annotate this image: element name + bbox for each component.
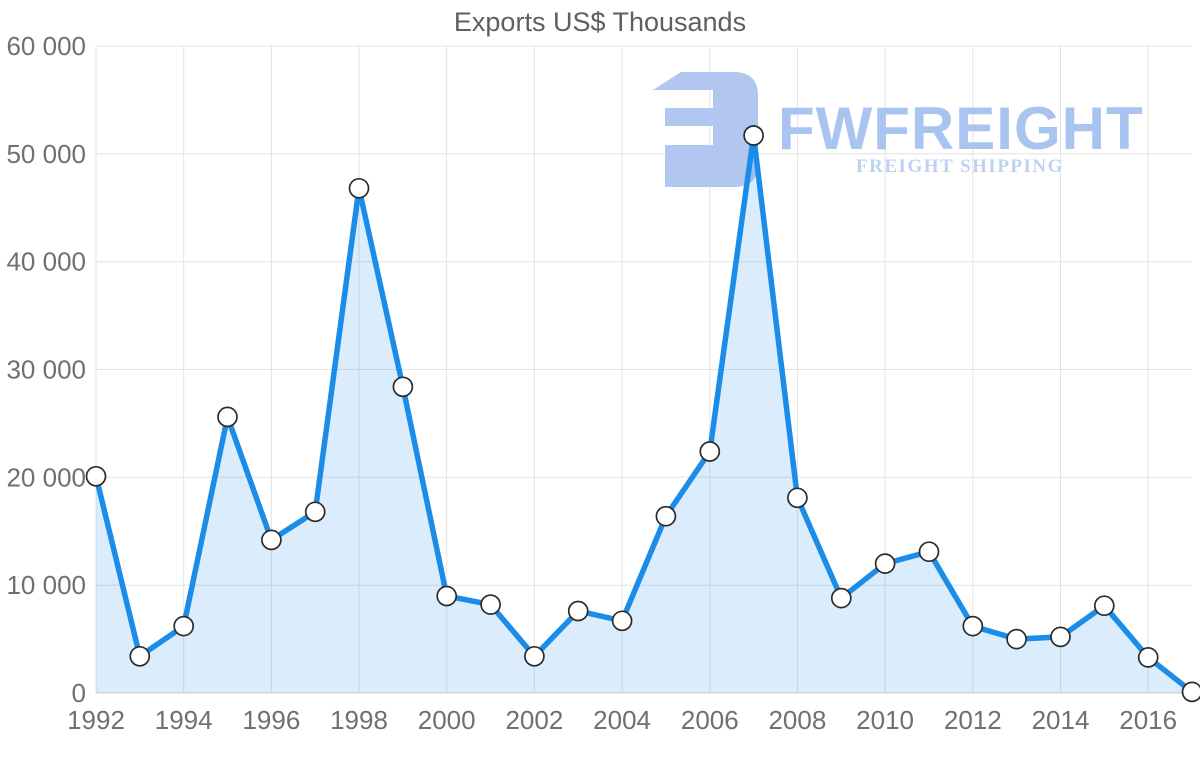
watermark-subtitle-text: FREIGHT SHIPPING	[856, 156, 1064, 177]
data-point-2000[interactable]	[436, 585, 458, 607]
fwfreight-logo-icon	[653, 72, 758, 187]
y-axis-tick-label: 10 000	[6, 570, 86, 600]
y-axis-tick-label: 30 000	[6, 355, 86, 385]
watermark-brand-text: FWFREIGHT	[778, 95, 1144, 162]
y-axis-tick-label: 50 000	[6, 139, 86, 169]
data-point-1996[interactable]	[261, 529, 282, 551]
data-point-2014[interactable]	[1050, 626, 1071, 648]
data-point-2013[interactable]	[1006, 628, 1027, 650]
axis-label-layer: 0 10 000 20 000 30 000 40 000 50 000 60 000 199…	[6, 31, 1177, 735]
data-point-2012[interactable]	[962, 615, 984, 637]
data-point-2015[interactable]	[1093, 595, 1115, 617]
data-point-2007[interactable]	[743, 125, 764, 146]
data-point-2006[interactable]	[699, 441, 721, 462]
data-point-2010[interactable]	[874, 553, 896, 574]
data-point-1995[interactable]	[217, 406, 238, 428]
x-axis-tick-label: 1996	[242, 705, 300, 735]
watermark: FWFREIGHT FREIGHT SHIPPING	[653, 72, 1144, 187]
data-point-2005[interactable]	[655, 505, 677, 527]
x-axis-tick-label: 2008	[768, 705, 826, 735]
data-point-2003[interactable]	[567, 600, 589, 622]
x-axis-tick-label: 1994	[155, 705, 213, 735]
y-axis-tick-label: 20 000	[6, 462, 86, 492]
data-point-2016[interactable]	[1137, 647, 1159, 668]
x-axis-tick-label: 2016	[1119, 705, 1177, 735]
data-point-2001[interactable]	[480, 594, 501, 615]
data-point-1993[interactable]	[129, 645, 151, 667]
x-axis-tick-label: 1992	[67, 705, 125, 735]
data-point-2008[interactable]	[787, 487, 808, 509]
data-point-2011[interactable]	[918, 541, 940, 563]
data-point-1997[interactable]	[304, 501, 326, 523]
x-axis-tick-label: 2002	[505, 705, 563, 735]
x-axis-tick-label: 1998	[330, 705, 388, 735]
data-point-2002[interactable]	[524, 645, 545, 667]
y-axis-tick-label: 0	[72, 678, 86, 708]
y-axis-tick-label: 40 000	[6, 247, 86, 277]
x-axis-tick-label: 2000	[418, 705, 476, 735]
data-point-1998[interactable]	[348, 177, 370, 199]
data-point-2017[interactable]	[1181, 681, 1200, 703]
data-point-1992[interactable]	[85, 465, 107, 487]
chart-title: Exports US$ Thousands	[453, 7, 747, 37]
marker-layer	[85, 125, 1200, 703]
x-axis-tick-label: 2006	[681, 705, 739, 735]
data-point-2004[interactable]	[611, 610, 633, 632]
data-point-1994[interactable]	[173, 615, 195, 637]
data-point-2009[interactable]	[830, 587, 852, 609]
x-axis-tick-label: 2014	[1032, 705, 1090, 735]
series-layer	[93, 132, 1195, 695]
y-axis-tick-label: 60 000	[6, 31, 86, 61]
x-axis-tick-label: 2012	[944, 705, 1002, 735]
x-axis-tick-label: 2010	[856, 705, 914, 735]
data-point-1999[interactable]	[392, 376, 414, 398]
grid-layer	[95, 45, 1192, 694]
x-axis-tick-label: 2004	[593, 705, 651, 735]
area-fill	[96, 135, 1192, 693]
